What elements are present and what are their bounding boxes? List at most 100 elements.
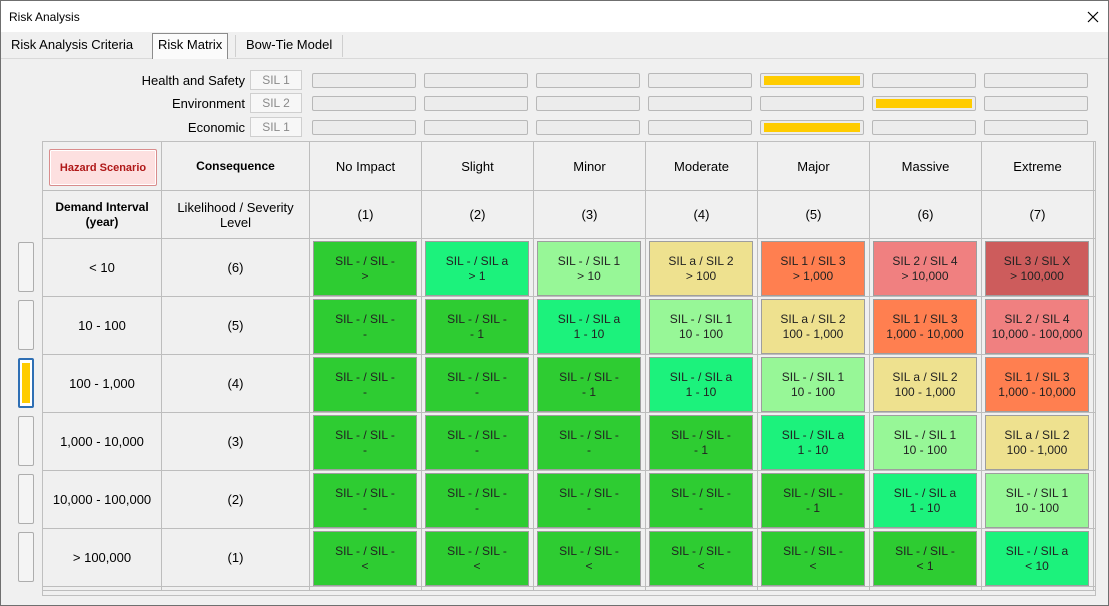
severity-indicator[interactable] bbox=[872, 120, 976, 135]
risk-cell[interactable]: SIL - / SIL 1 10 - 100 bbox=[761, 357, 865, 412]
risk-cell[interactable]: SIL - / SIL -- bbox=[537, 415, 641, 470]
risk-cell[interactable]: SIL - / SIL -- bbox=[649, 473, 753, 528]
severity-indicator[interactable] bbox=[872, 96, 976, 111]
risk-cell[interactable]: SIL - / SIL -- bbox=[425, 415, 529, 470]
severity-indicator[interactable] bbox=[984, 96, 1088, 111]
risk-cell-range: - bbox=[475, 500, 479, 515]
row-demand-interval: < 10 bbox=[89, 260, 115, 275]
risk-cell[interactable]: SIL a / SIL 2 > 100 bbox=[649, 241, 753, 296]
risk-cell[interactable]: SIL 1 / SIL 3 > 1,000 bbox=[761, 241, 865, 296]
criterion-sil-field[interactable]: SIL 2 bbox=[250, 93, 302, 113]
severity-indicator[interactable] bbox=[424, 96, 528, 111]
risk-cell[interactable]: SIL - / SIL -- bbox=[313, 299, 417, 354]
risk-cell-range: 1 - 10 bbox=[573, 326, 605, 341]
risk-cell-sil: SIL - / SIL - bbox=[447, 369, 507, 384]
risk-cell[interactable]: SIL - / SIL 1 10 - 100 bbox=[649, 299, 753, 354]
risk-cell[interactable]: SIL 2 / SIL 4 10,000 - 100,000 bbox=[985, 299, 1089, 354]
risk-cell[interactable]: SIL a / SIL 2 100 - 1,000 bbox=[985, 415, 1089, 470]
severity-indicator[interactable] bbox=[424, 120, 528, 135]
severity-indicator[interactable] bbox=[536, 120, 640, 135]
risk-cell[interactable]: SIL - / SIL - < bbox=[649, 531, 753, 586]
row-selector[interactable] bbox=[18, 300, 34, 350]
risk-cell-sil: SIL - / SIL - bbox=[559, 427, 619, 442]
risk-cell[interactable]: SIL - / SIL - < bbox=[313, 531, 417, 586]
severity-indicator[interactable] bbox=[536, 96, 640, 111]
risk-cell[interactable]: SIL a / SIL 2 100 - 1,000 bbox=[761, 299, 865, 354]
risk-cell-sil: SIL - / SIL 1 bbox=[669, 311, 733, 326]
risk-cell[interactable]: SIL - / SIL -- bbox=[313, 357, 417, 412]
risk-cell[interactable]: SIL - / SIL a < 10 bbox=[985, 531, 1089, 586]
risk-cell[interactable]: SIL - / SIL 1 10 - 100 bbox=[873, 415, 977, 470]
risk-cell-range: - bbox=[699, 500, 703, 515]
risk-cell[interactable]: SIL 2 / SIL 4 > 10,000 bbox=[873, 241, 977, 296]
risk-cell[interactable]: SIL - / SIL -- 1 bbox=[537, 357, 641, 412]
grid-line bbox=[869, 142, 870, 590]
risk-cell-range: 1 - 10 bbox=[797, 442, 829, 457]
risk-cell[interactable]: SIL - / SIL -- bbox=[425, 473, 529, 528]
severity-indicator[interactable] bbox=[648, 73, 752, 88]
risk-cell-range: > 100,000 bbox=[1010, 268, 1064, 283]
criterion-sil-field[interactable]: SIL 1 bbox=[250, 117, 302, 137]
risk-cell-sil: SIL - / SIL - bbox=[447, 543, 507, 558]
risk-cell[interactable]: SIL - / SIL - < bbox=[537, 531, 641, 586]
risk-cell-sil: SIL - / SIL - bbox=[895, 543, 955, 558]
risk-cell[interactable]: SIL - / SIL - < bbox=[761, 531, 865, 586]
risk-cell[interactable]: SIL - / SIL -- bbox=[313, 473, 417, 528]
risk-cell[interactable]: SIL 3 / SIL X > 100,000 bbox=[985, 241, 1089, 296]
row-selector[interactable] bbox=[18, 242, 34, 292]
risk-cell[interactable]: SIL - / SIL - < bbox=[425, 531, 529, 586]
risk-cell[interactable]: SIL - / SIL - > bbox=[313, 241, 417, 296]
risk-cell[interactable]: SIL - / SIL -- 1 bbox=[761, 473, 865, 528]
severity-indicator[interactable] bbox=[872, 73, 976, 88]
risk-cell-range: 1,000 - 10,000 bbox=[998, 384, 1076, 399]
risk-cell[interactable]: SIL - / SIL 1 10 - 100 bbox=[985, 473, 1089, 528]
risk-cell-sil: SIL a / SIL 2 bbox=[1004, 427, 1070, 442]
severity-indicator[interactable] bbox=[648, 96, 752, 111]
column-header-name: Extreme bbox=[1013, 158, 1062, 174]
risk-cell[interactable]: SIL - / SIL -- 1 bbox=[649, 415, 753, 470]
risk-cell-range: 10 - 100 bbox=[902, 442, 948, 457]
risk-cell[interactable]: SIL 1 / SIL 3 1,000 - 10,000 bbox=[985, 357, 1089, 412]
tab-bow-tie-model[interactable]: Bow-Tie Model bbox=[246, 37, 333, 52]
likelihood-severity-header: Likelihood / Severity Level bbox=[177, 199, 294, 230]
row-selector[interactable] bbox=[18, 532, 34, 582]
severity-indicator[interactable] bbox=[760, 120, 864, 135]
severity-indicator[interactable] bbox=[984, 73, 1088, 88]
severity-indicator[interactable] bbox=[312, 120, 416, 135]
risk-cell-sil: SIL 1 / SIL 3 bbox=[892, 311, 958, 326]
severity-indicator[interactable] bbox=[760, 96, 864, 111]
risk-cell[interactable]: SIL - / SIL -- bbox=[313, 415, 417, 470]
severity-indicator[interactable] bbox=[424, 73, 528, 88]
risk-cell-range: - 1 bbox=[693, 442, 708, 457]
row-selector[interactable] bbox=[18, 358, 34, 408]
close-button[interactable] bbox=[1078, 1, 1108, 32]
risk-cell-sil: SIL - / SIL - bbox=[335, 427, 395, 442]
risk-cell[interactable]: SIL a / SIL 2 100 - 1,000 bbox=[873, 357, 977, 412]
grid-line bbox=[43, 412, 1095, 413]
row-selector[interactable] bbox=[18, 416, 34, 466]
severity-indicator[interactable] bbox=[536, 73, 640, 88]
severity-indicator[interactable] bbox=[312, 73, 416, 88]
risk-cell[interactable]: SIL - / SIL - < 1 bbox=[873, 531, 977, 586]
risk-cell[interactable]: SIL - / SIL -- 1 bbox=[425, 299, 529, 354]
row-selector[interactable] bbox=[18, 474, 34, 524]
severity-indicator[interactable] bbox=[984, 120, 1088, 135]
tab-risk-matrix[interactable]: Risk Matrix bbox=[152, 33, 229, 59]
severity-indicator[interactable] bbox=[760, 73, 864, 88]
grid-line bbox=[43, 190, 1095, 191]
hazard-scenario-button[interactable]: Hazard Scenario bbox=[49, 149, 157, 186]
risk-cell[interactable]: SIL - / SIL a > 1 bbox=[425, 241, 529, 296]
criterion-sil-field[interactable]: SIL 1 bbox=[250, 70, 302, 90]
risk-cell[interactable]: SIL - / SIL -- bbox=[425, 357, 529, 412]
severity-indicator[interactable] bbox=[312, 96, 416, 111]
risk-cell-range: 1 - 10 bbox=[909, 500, 941, 515]
severity-indicator[interactable] bbox=[648, 120, 752, 135]
tab-risk-analysis-criteria[interactable]: Risk Analysis Criteria bbox=[11, 37, 134, 52]
risk-cell[interactable]: SIL - / SIL 1 > 10 bbox=[537, 241, 641, 296]
risk-cell[interactable]: SIL 1 / SIL 3 1,000 - 10,000 bbox=[873, 299, 977, 354]
risk-cell[interactable]: SIL - / SIL -- bbox=[537, 473, 641, 528]
